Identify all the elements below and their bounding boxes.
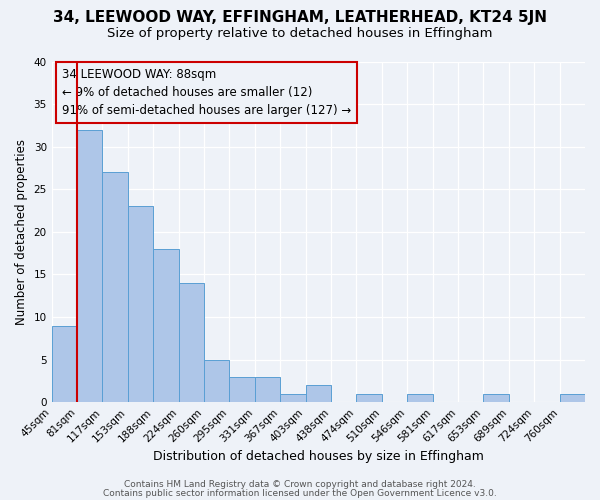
Bar: [153, 249, 179, 402]
Y-axis label: Number of detached properties: Number of detached properties: [15, 139, 28, 325]
Bar: [52, 326, 77, 402]
Text: Size of property relative to detached houses in Effingham: Size of property relative to detached ho…: [107, 28, 493, 40]
Bar: [407, 394, 433, 402]
Bar: [103, 172, 128, 402]
Bar: [128, 206, 153, 402]
Text: 34 LEEWOOD WAY: 88sqm
← 9% of detached houses are smaller (12)
91% of semi-detac: 34 LEEWOOD WAY: 88sqm ← 9% of detached h…: [62, 68, 352, 117]
Bar: [229, 376, 255, 402]
Bar: [77, 130, 103, 402]
Bar: [280, 394, 305, 402]
X-axis label: Distribution of detached houses by size in Effingham: Distribution of detached houses by size …: [153, 450, 484, 462]
Bar: [305, 385, 331, 402]
Text: Contains public sector information licensed under the Open Government Licence v3: Contains public sector information licen…: [103, 488, 497, 498]
Text: 34, LEEWOOD WAY, EFFINGHAM, LEATHERHEAD, KT24 5JN: 34, LEEWOOD WAY, EFFINGHAM, LEATHERHEAD,…: [53, 10, 547, 25]
Text: Contains HM Land Registry data © Crown copyright and database right 2024.: Contains HM Land Registry data © Crown c…: [124, 480, 476, 489]
Bar: [484, 394, 509, 402]
Bar: [179, 283, 204, 402]
Bar: [204, 360, 229, 402]
Bar: [560, 394, 585, 402]
Bar: [255, 376, 280, 402]
Bar: [356, 394, 382, 402]
